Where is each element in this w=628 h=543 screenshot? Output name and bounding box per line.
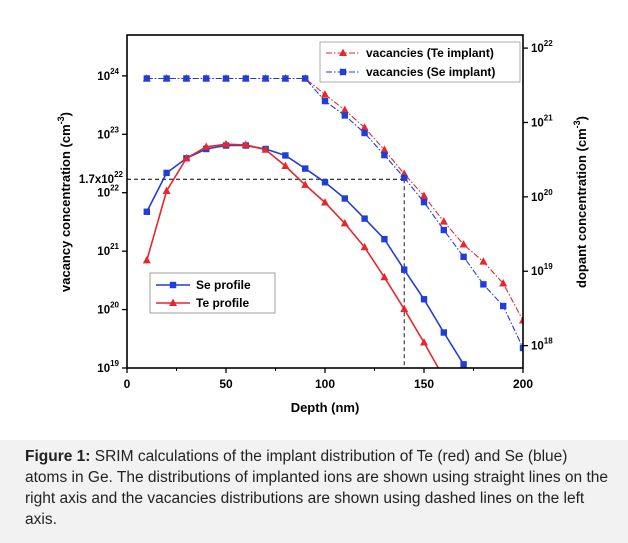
point-vacancies-se-implant-13 — [401, 174, 408, 181]
point-se-profile-14 — [420, 296, 428, 303]
y-left-tick-label-22: 1022 — [97, 184, 119, 200]
y-right-tick-label-21: 1021 — [531, 113, 553, 129]
x-tick-label-150: 150 — [414, 377, 434, 391]
point-vacancies-se-implant-12 — [381, 151, 388, 159]
y-right-tick-label-19: 1019 — [531, 262, 553, 278]
point-se-profile-0 — [143, 208, 150, 215]
point-vacancies-se-implant-18 — [500, 302, 507, 310]
point-vacancies-se-implant-2 — [183, 75, 190, 82]
y-right-tick-label-20: 1020 — [531, 188, 553, 204]
legend-upper-box — [319, 41, 521, 83]
point-vacancies-te-implant-10 — [340, 105, 349, 114]
point-vacancies-se-implant-0 — [143, 75, 150, 82]
point-se-profile-1 — [163, 169, 170, 177]
y-left-tick-label-19: 1019 — [97, 359, 119, 375]
point-vacancies-te-implant-11 — [360, 123, 369, 131]
series-line-vacancies-se-implant — [146, 77, 523, 349]
chart-marks — [127, 74, 523, 368]
point-se-profile-13 — [401, 266, 408, 273]
point-se-profile-7 — [282, 152, 289, 159]
point-vacancies-se-implant-16 — [460, 253, 467, 260]
point-vacancies-te-implant-15 — [439, 217, 448, 225]
y-left-tick-label-20: 1020 — [97, 301, 119, 317]
y-right-tick-label-22: 1022 — [531, 39, 553, 55]
legend-lower-label-0: Se profile — [196, 278, 251, 292]
point-vacancies-se-implant-9 — [321, 97, 329, 105]
point-vacancies-se-implant-6 — [262, 75, 269, 82]
point-vacancies-te-implant-16 — [459, 240, 468, 248]
point-te-profile-4 — [222, 139, 230, 148]
point-vacancies-te-implant-9 — [321, 90, 329, 98]
point-te-profile-14 — [420, 338, 428, 346]
point-te-profile-6 — [261, 145, 270, 153]
point-se-profile-16 — [460, 361, 467, 368]
y-axis-right-label: dopant concentration (cm-3) — [572, 116, 589, 288]
legend-upper-marker-1 — [339, 68, 347, 76]
point-te-profile-3 — [202, 142, 211, 150]
legend-upper: vacancies (Te implant) vacancies (Se impl… — [319, 41, 521, 83]
y-left-tick-label-24: 1024 — [97, 67, 119, 83]
figure-caption: Figure 1: SRIM calculations of the impla… — [25, 446, 609, 530]
point-vacancies-te-implant-19 — [519, 316, 523, 324]
point-te-profile-10 — [340, 218, 349, 227]
point-te-profile-11 — [360, 242, 369, 251]
point-se-profile-15 — [440, 329, 447, 336]
legend-lower-label-1: Te profile — [196, 296, 249, 310]
legend-lower-marker-0 — [169, 281, 177, 289]
figure-image-background — [0, 0, 628, 440]
point-vacancies-se-implant-1 — [163, 75, 170, 82]
annotation-label: 1.7x1022 — [79, 170, 124, 186]
y-left-tick-label-23: 1023 — [97, 125, 119, 141]
chart: 0 50 100 150 200 1019 1020 1021 1022 1023 1024 1018… — [0, 0, 628, 440]
point-vacancies-te-implant-12 — [380, 145, 389, 153]
point-vacancies-te-implant-18 — [499, 279, 508, 287]
point-vacancies-se-implant-4 — [222, 75, 230, 82]
y-left-tick-label-21: 1021 — [97, 242, 119, 258]
point-te-profile-8 — [301, 180, 310, 188]
caption-text: SRIM calculations of the implant distrib… — [25, 448, 609, 528]
legend-lower-marker-1 — [169, 298, 177, 306]
x-tick-label-100: 100 — [315, 377, 335, 391]
x-tick-label-50: 50 — [219, 377, 233, 391]
point-se-profile-10 — [341, 195, 348, 202]
point-se-profile-8 — [302, 165, 309, 172]
legend-upper-marker-0 — [339, 48, 347, 56]
legend-lower-box — [149, 272, 276, 314]
legend-lower: Se profile Te profile — [149, 272, 276, 314]
point-vacancies-se-implant-10 — [341, 112, 348, 119]
point-vacancies-se-implant-8 — [302, 75, 309, 82]
point-vacancies-se-implant-7 — [282, 75, 289, 82]
legend-upper-label-0: vacancies (Te implant) — [366, 46, 494, 60]
point-vacancies-se-implant-15 — [440, 226, 447, 234]
point-te-profile-5 — [241, 140, 250, 148]
point-vacancies-se-implant-3 — [203, 75, 210, 82]
point-se-profile-12 — [381, 235, 388, 243]
point-se-profile-9 — [321, 179, 329, 186]
x-tick-label-0: 0 — [124, 377, 131, 391]
point-te-profile-9 — [321, 198, 329, 206]
point-vacancies-se-implant-19 — [519, 344, 523, 352]
point-te-profile-13 — [400, 304, 409, 313]
chart-axes: 0 50 100 150 200 1019 1020 1021 1022 1023 1024 1018… — [79, 39, 553, 391]
point-te-profile-2 — [182, 153, 191, 162]
x-axis-label: Depth (nm) — [291, 400, 360, 415]
point-vacancies-te-implant-14 — [420, 191, 428, 199]
point-vacancies-se-implant-14 — [420, 198, 428, 206]
point-vacancies-se-implant-17 — [480, 281, 487, 288]
series-line-se-profile — [146, 144, 467, 368]
y-axis-left-label: vacancy concentration (cm-3) — [56, 112, 73, 292]
point-vacancies-se-implant-11 — [361, 129, 368, 137]
y-right-tick-label-18: 1018 — [531, 337, 553, 353]
point-vacancies-te-implant-17 — [479, 257, 488, 265]
point-vacancies-se-implant-5 — [242, 75, 249, 82]
point-te-profile-1 — [162, 186, 171, 194]
x-tick-label-200: 200 — [513, 377, 533, 391]
point-te-profile-12 — [380, 272, 389, 281]
point-se-profile-11 — [361, 215, 368, 222]
legend-upper-label-1: vacancies (Se implant) — [366, 65, 495, 79]
caption-label: Figure 1: — [25, 448, 91, 465]
point-te-profile-0 — [142, 255, 151, 264]
point-te-profile-7 — [281, 161, 290, 169]
